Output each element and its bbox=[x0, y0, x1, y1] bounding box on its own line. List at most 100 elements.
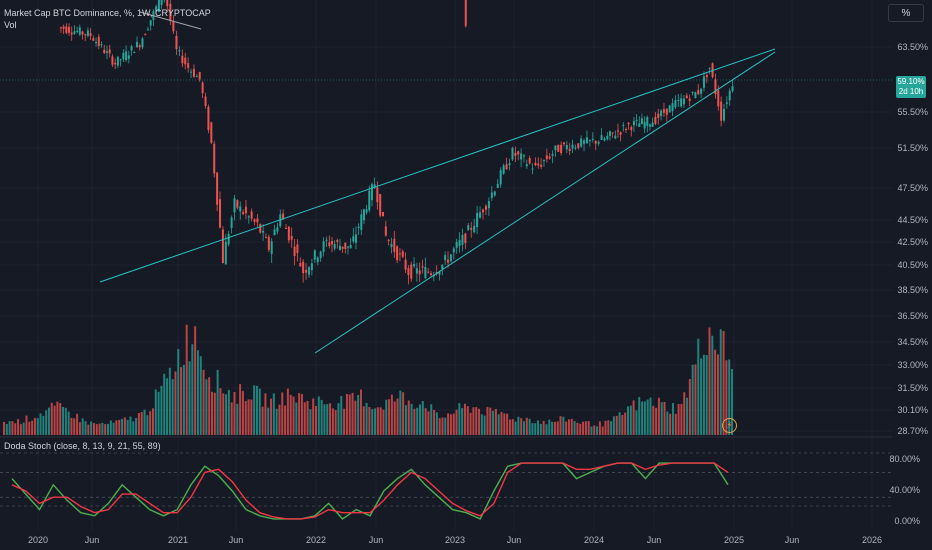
volume-bar-238 bbox=[671, 403, 674, 435]
candle-body-172 bbox=[542, 160, 545, 162]
candle-body-197 bbox=[614, 135, 617, 139]
candle-body-61 bbox=[227, 233, 230, 245]
candle-body-231 bbox=[708, 67, 711, 69]
candle-body-132 bbox=[427, 271, 430, 273]
candle-body-146 bbox=[467, 225, 470, 231]
volume-bar-43 bbox=[123, 417, 126, 435]
candle-body-80 bbox=[282, 213, 285, 220]
candle-body-127 bbox=[413, 264, 416, 267]
upper-trendline[interactable] bbox=[99, 48, 776, 283]
unit-toggle-button[interactable]: % bbox=[888, 4, 924, 22]
candle-body-225 bbox=[691, 91, 694, 93]
volume-bar-201 bbox=[567, 419, 570, 435]
candle-body-26 bbox=[127, 55, 130, 59]
candle-body-136 bbox=[438, 271, 441, 275]
lower-trendline[interactable] bbox=[314, 51, 776, 354]
volume-bar-97 bbox=[275, 408, 278, 435]
volume-bar-104 bbox=[295, 402, 298, 435]
volume-bar-18 bbox=[53, 405, 56, 435]
candle-body-145 bbox=[464, 233, 467, 244]
volume-bar-112 bbox=[317, 396, 320, 435]
volume-bar-84 bbox=[239, 384, 242, 435]
volume-bar-25 bbox=[73, 418, 76, 435]
volume-bar-178 bbox=[503, 413, 506, 435]
volume-bar-95 bbox=[270, 398, 273, 435]
volume-bar-199 bbox=[562, 416, 565, 435]
candle-body-112 bbox=[370, 184, 373, 201]
candle-body-119 bbox=[390, 243, 393, 248]
volume-bar-177 bbox=[500, 411, 503, 435]
volume-bar-94 bbox=[267, 407, 270, 435]
top-left-trendline[interactable] bbox=[139, 11, 202, 30]
stoch-tick-label-2: 0.00% bbox=[894, 516, 920, 526]
volume-bar-45 bbox=[129, 416, 132, 435]
candle-body-74 bbox=[264, 237, 267, 239]
candle-body-209 bbox=[646, 116, 649, 126]
volume-bar-209 bbox=[590, 426, 593, 435]
volume-bar-10 bbox=[31, 420, 34, 435]
volume-bar-156 bbox=[441, 417, 444, 435]
volume-bar-64 bbox=[182, 364, 185, 435]
volume-bar-92 bbox=[261, 406, 264, 435]
volume-bar-120 bbox=[340, 396, 343, 435]
candle-body-222 bbox=[682, 98, 685, 105]
lightning-icon[interactable]: ⚡ bbox=[722, 418, 737, 433]
symbol-title: Market Cap BTC Dominance, %, 1W, CRYPTOC… bbox=[4, 8, 211, 18]
candle-body-142 bbox=[455, 241, 458, 248]
candle-body-161 bbox=[511, 147, 514, 160]
volume-bar-148 bbox=[419, 404, 421, 435]
volume-bar-1 bbox=[5, 423, 8, 435]
time-axis[interactable]: 2020 Jun 2021 Jun 2022 Jun 2023 Jun 2024 Jun 2025 J… bbox=[0, 530, 932, 550]
candle-body-16 bbox=[100, 44, 103, 46]
volume-bar-44 bbox=[126, 419, 129, 435]
candle-body-239 bbox=[731, 86, 734, 92]
time-tick-label-0: 2020 bbox=[28, 535, 48, 545]
volume-bar-11 bbox=[33, 417, 36, 435]
candle-body-181 bbox=[568, 148, 571, 151]
volume-bar-62 bbox=[177, 349, 180, 435]
volume-bar-20 bbox=[59, 402, 62, 435]
volume-bar-7 bbox=[22, 422, 25, 435]
candle-body-13 bbox=[92, 38, 95, 41]
candle-body-90 bbox=[310, 263, 313, 271]
candle-body-141 bbox=[452, 248, 455, 253]
candle-body-104 bbox=[349, 244, 352, 249]
candle-body-96 bbox=[328, 242, 331, 247]
candle-body-182 bbox=[571, 144, 574, 149]
volume-bar-179 bbox=[506, 413, 509, 435]
price-tick-label-4: 44.50% bbox=[897, 215, 928, 225]
candle-body-78 bbox=[276, 227, 279, 232]
volume-bar-58 bbox=[166, 378, 169, 435]
volume-bar-80 bbox=[227, 389, 230, 435]
candle-body-219 bbox=[674, 100, 677, 108]
candle-body-58 bbox=[219, 199, 222, 228]
candle-body-106 bbox=[354, 234, 357, 243]
volume-bar-200 bbox=[565, 421, 568, 435]
volume-bar-254 bbox=[716, 354, 719, 435]
volume-bar-37 bbox=[107, 423, 109, 435]
candle-body-179 bbox=[562, 142, 565, 145]
volume-bar-105 bbox=[298, 393, 301, 435]
volume-bar-164 bbox=[463, 403, 466, 435]
candle-body-178 bbox=[560, 144, 563, 154]
volume-bar-155 bbox=[438, 418, 441, 435]
candle-body-162 bbox=[514, 152, 517, 156]
volume-bar-251 bbox=[708, 327, 711, 435]
volume-bar-190 bbox=[537, 420, 540, 435]
volume-bar-27 bbox=[78, 422, 81, 435]
candle-body-198 bbox=[616, 130, 619, 132]
candle-body-9 bbox=[81, 31, 84, 35]
wedge-trendlines[interactable] bbox=[99, 11, 776, 354]
candle-body-214 bbox=[660, 110, 663, 117]
volume-bar-149 bbox=[421, 401, 424, 435]
volume-bar-143 bbox=[404, 405, 407, 435]
candle-body-65 bbox=[239, 206, 242, 212]
volume-bar-145 bbox=[410, 403, 413, 435]
volume-bar-181 bbox=[511, 419, 514, 435]
candle-body-31 bbox=[141, 38, 144, 48]
volume-bar-215 bbox=[607, 420, 610, 435]
volume-bar-65 bbox=[185, 324, 188, 435]
price-tick-label-5: 42.50% bbox=[897, 237, 928, 247]
candle-body-116 bbox=[382, 211, 385, 217]
